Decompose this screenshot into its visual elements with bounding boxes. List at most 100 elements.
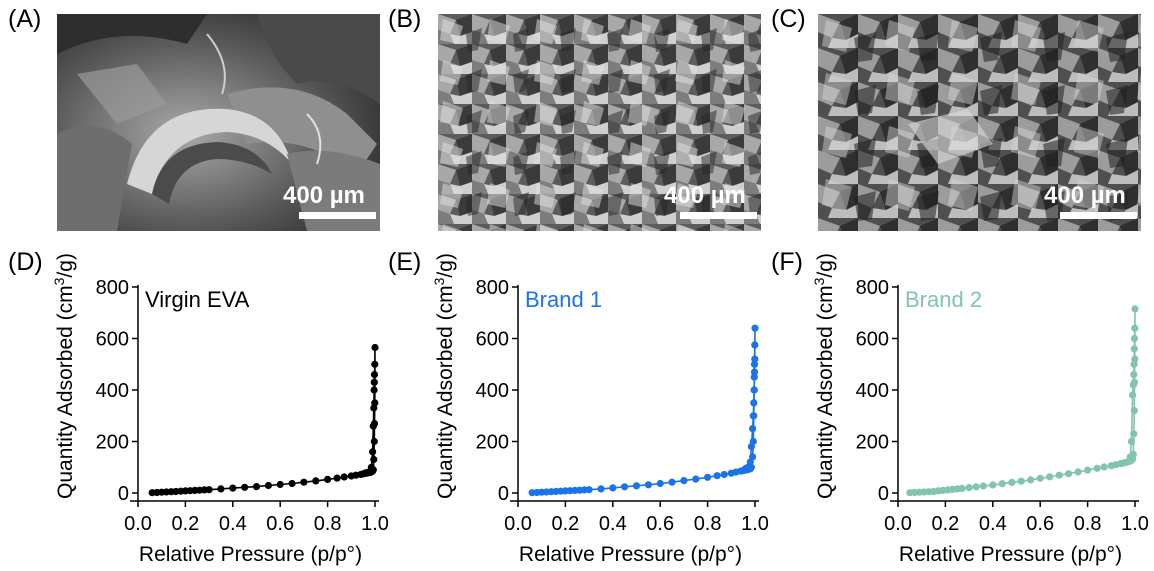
chart-1: 0 200 400 600 800 0.0 0.2 0.4 0.6 0.8 1.0 Relative … <box>51 253 389 566</box>
scale-bar <box>299 212 376 219</box>
data-point <box>609 484 617 492</box>
x-tick-label: 0.6 <box>266 513 294 535</box>
scale-bar <box>1060 212 1137 219</box>
data-point <box>264 481 272 490</box>
x-axis-label: Relative Pressure (p/p°) <box>519 543 742 566</box>
series-annotation: Brand 1 <box>525 287 602 312</box>
data-point <box>324 475 332 483</box>
data-point <box>369 422 377 430</box>
x-tick-label: 0.0 <box>504 513 532 535</box>
data-point <box>1017 477 1025 485</box>
data-point <box>288 479 296 488</box>
data-point <box>720 470 728 479</box>
x-tick-label: 0.6 <box>646 513 674 535</box>
x-axis-label: Relative Pressure (p/p°) <box>139 543 362 566</box>
sem-image-virgin-eva: 400 µm <box>57 14 380 231</box>
panel-label-e: (E) <box>388 248 422 276</box>
y-tick-label: 200 <box>96 432 129 454</box>
data-point <box>229 484 237 492</box>
data-point <box>241 483 249 491</box>
data-point <box>370 378 378 386</box>
series-line <box>152 347 376 494</box>
x-tick-label: 0.0 <box>884 513 912 535</box>
sem-texture-b <box>438 14 761 231</box>
data-point <box>1046 473 1054 481</box>
data-point <box>370 437 378 446</box>
x-tick-label: 0.4 <box>599 513 627 535</box>
data-point <box>1130 430 1138 438</box>
y-axis-label: Quantity Adsorbed (cm3/g) <box>431 253 457 499</box>
x-axis-label: Relative Pressure (p/p°) <box>899 543 1122 566</box>
sem-texture-c <box>818 14 1141 231</box>
data-point <box>369 448 377 456</box>
y-axis-label: Quantity Adsorbed (cm3/g) <box>811 253 837 499</box>
y-tick-label: 0 <box>878 483 889 505</box>
scale-bar-label: 400 µm <box>283 182 365 209</box>
data-point <box>979 482 987 490</box>
data-point <box>972 483 980 491</box>
data-point <box>1008 478 1016 486</box>
x-tick-label: 0.6 <box>1026 513 1054 535</box>
series-annotation: Brand 2 <box>905 287 982 312</box>
y-tick-label: 400 <box>476 380 509 402</box>
data-point <box>1036 474 1044 482</box>
data-point <box>749 425 757 433</box>
data-point <box>1084 466 1092 474</box>
x-tick-label: 0.8 <box>694 513 722 535</box>
data-point <box>751 324 759 332</box>
x-tick-label: 0.8 <box>314 513 342 535</box>
panel-label-c: (C) <box>771 5 806 33</box>
data-point <box>370 455 378 464</box>
data-point <box>1093 464 1101 472</box>
y-tick-label: 200 <box>856 432 889 454</box>
x-tick-label: 1.0 <box>1121 513 1149 535</box>
data-point <box>276 480 284 489</box>
data-point <box>632 482 641 490</box>
data-point <box>361 469 370 477</box>
data-point <box>370 386 378 394</box>
scale-bar-label: 400 µm <box>664 182 746 209</box>
data-point <box>965 484 973 492</box>
data-point <box>692 475 700 483</box>
data-point <box>958 484 966 492</box>
data-point <box>747 443 756 451</box>
data-point <box>750 399 758 407</box>
sem-image-brand-2: 400 µm <box>818 14 1141 231</box>
data-point <box>1130 360 1138 368</box>
data-point <box>217 485 225 493</box>
data-point <box>371 360 379 368</box>
y-tick-label: 600 <box>96 329 129 351</box>
chart-3: 0 200 400 600 800 0.0 0.2 0.4 0.6 0.8 1.0 Relative … <box>811 253 1149 566</box>
y-tick-label: 400 <box>856 380 889 402</box>
x-tick-label: 0.2 <box>171 513 199 535</box>
chart-2: 0 200 400 600 800 0.0 0.2 0.4 0.6 0.8 1.0 Relative … <box>431 253 769 566</box>
data-point <box>621 483 629 491</box>
data-point <box>1131 305 1139 313</box>
data-point <box>1027 476 1035 484</box>
x-tick-label: 0.4 <box>219 513 247 535</box>
x-tick-label: 0.2 <box>551 513 579 535</box>
sem-texture-a <box>57 14 380 231</box>
data-point <box>1129 381 1137 389</box>
data-point <box>312 477 320 485</box>
data-point <box>1129 391 1137 399</box>
data-point <box>597 485 605 493</box>
data-point <box>371 343 379 352</box>
data-point <box>1130 407 1138 415</box>
y-tick-label: 600 <box>476 329 509 351</box>
scale-bar-label: 400 µm <box>1044 182 1126 209</box>
data-point <box>656 479 664 488</box>
y-tick-label: 400 <box>96 380 129 402</box>
panel-label-a: (A) <box>8 5 42 33</box>
data-point <box>751 341 759 349</box>
data-point <box>1127 437 1135 446</box>
data-point <box>1130 371 1138 379</box>
data-point <box>750 368 759 376</box>
data-point <box>1126 453 1134 461</box>
data-point <box>749 412 757 420</box>
y-tick-label: 0 <box>498 483 509 505</box>
panel-label-d: (D) <box>8 248 43 276</box>
x-tick-label: 0.8 <box>1074 513 1102 535</box>
y-axis-label: Quantity Adsorbed (cm3/g) <box>51 253 77 499</box>
y-tick-label: 800 <box>96 277 129 299</box>
